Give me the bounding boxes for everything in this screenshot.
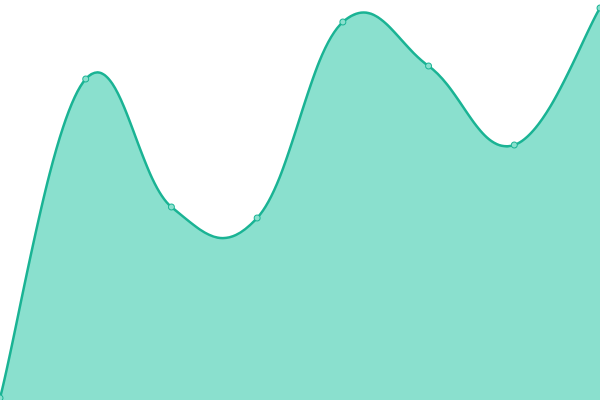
area-fill bbox=[0, 8, 600, 400]
data-point bbox=[82, 75, 90, 83]
area-line bbox=[0, 7, 600, 399]
data-point bbox=[167, 203, 175, 211]
data-point bbox=[339, 18, 347, 26]
data-point bbox=[253, 214, 261, 222]
data-point bbox=[425, 62, 433, 70]
data-point bbox=[596, 4, 600, 12]
data-point bbox=[510, 141, 518, 149]
data-point bbox=[0, 394, 4, 400]
